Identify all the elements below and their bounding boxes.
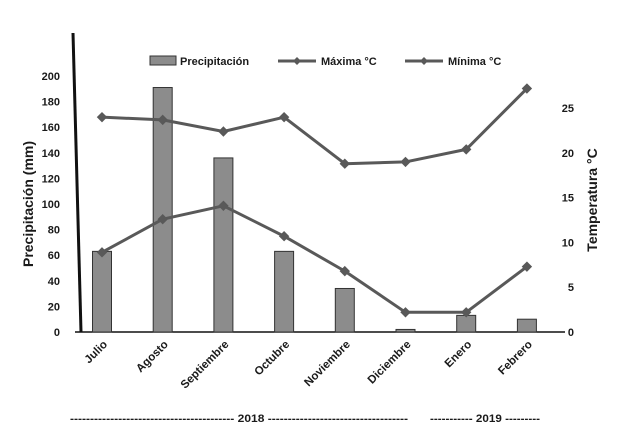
legend-marker: [293, 57, 301, 65]
x-tick-label-agosto: Agosto: [134, 339, 170, 375]
x-tick-label-julio: Julio: [83, 339, 110, 366]
y-right-tick-label: 0: [568, 327, 574, 339]
point-minima-c-enero: [460, 307, 472, 318]
legend-item-minima-c: Mínima °C: [405, 56, 501, 68]
y-axis-title-left: Precipitación (mm): [20, 141, 36, 267]
bar-octubre: [274, 250, 295, 333]
y-axis-title-right: Temperatura °C: [584, 148, 600, 251]
point-maxima-c-septiembre: [218, 126, 229, 137]
point-maxima-c-agosto: [157, 114, 168, 126]
point-minima-c-octubre: [278, 231, 290, 242]
y-tick-label: 200: [42, 71, 60, 83]
y-right-tick-label: 15: [562, 193, 574, 205]
y-tick-label: 20: [48, 301, 60, 313]
right-axis-ticks: 0 5 10 15 20 25: [562, 103, 574, 339]
x-tick-label-octubre: Octubre: [253, 339, 293, 379]
legend: Precipitación Máxima °C Mínima °C: [149, 55, 501, 68]
point-minima-c-febrero: [521, 261, 533, 272]
x-tick-label-febrero: Febrero: [496, 339, 535, 378]
y-right-tick-label: 20: [562, 148, 574, 160]
legend-label: Máxima °C: [321, 56, 377, 68]
x-tick-label-noviembre: Noviembre: [302, 339, 353, 390]
legend-marker: [420, 57, 428, 65]
bar-noviembre: [334, 287, 355, 333]
y-tick-label: 120: [42, 173, 60, 185]
left-axis-ticks: 0 20 40 60 80 100 120 140 160 180 200: [42, 71, 60, 339]
legend-label: Precipitación: [180, 56, 249, 68]
point-minima-c-septiembre: [218, 200, 229, 211]
point-maxima-c-febrero: [521, 83, 533, 94]
point-minima-c-julio: [96, 247, 108, 258]
y-tick-label: 60: [48, 250, 60, 262]
point-maxima-c-diciembre: [400, 156, 411, 168]
y-right-tick-label: 10: [562, 237, 574, 249]
point-minima-c-noviembre: [339, 265, 351, 277]
bar-enero: [456, 314, 477, 333]
bar-diciembre: [395, 328, 416, 333]
precipitation-bars: [92, 87, 537, 333]
temperature-lines: [96, 83, 533, 318]
line-minima-c: [101, 204, 528, 314]
year-label-2019: ----------- 2019 ---------: [430, 413, 540, 425]
y-right-tick-label: 25: [562, 103, 574, 115]
legend-item-precipitacion: Precipitación: [149, 55, 249, 68]
y-tick-label: 180: [42, 97, 60, 109]
x-tick-label-diciembre: Diciembre: [366, 339, 414, 387]
year-labels: ----------------------------------------…: [70, 413, 540, 425]
line-maxima-c: [101, 87, 528, 166]
category-labels: Julio Agosto Septiembre Octubre Noviembre Dic…: [83, 339, 535, 392]
bar-septiembre: [213, 157, 234, 333]
y-tick-label: 100: [42, 199, 60, 211]
legend-label: Mínima °C: [448, 56, 501, 68]
x-tick-label-septiembre: Septiembre: [179, 339, 232, 392]
point-maxima-c-noviembre: [339, 158, 351, 169]
y-tick-label: 140: [42, 148, 60, 160]
bar-agosto: [152, 87, 173, 333]
bar-febrero: [516, 318, 537, 333]
y-tick-label: 80: [48, 225, 60, 237]
left-axis-line: [71, 32, 83, 333]
y-tick-label: 160: [42, 122, 60, 134]
y-tick-label: 0: [54, 327, 60, 339]
y-right-tick-label: 5: [568, 282, 574, 294]
point-maxima-c-octubre: [278, 111, 290, 123]
year-label-2018: ----------------------------------------…: [70, 413, 408, 425]
y-tick-label: 40: [48, 276, 60, 288]
point-maxima-c-enero: [460, 144, 472, 155]
point-minima-c-diciembre: [400, 307, 411, 318]
point-minima-c-agosto: [157, 214, 168, 225]
bar-julio: [92, 250, 112, 333]
legend-swatch: [149, 55, 177, 66]
point-maxima-c-julio: [96, 111, 108, 123]
legend-item-maxima-c: Máxima °C: [278, 56, 377, 68]
x-tick-label-enero: Enero: [443, 339, 475, 371]
